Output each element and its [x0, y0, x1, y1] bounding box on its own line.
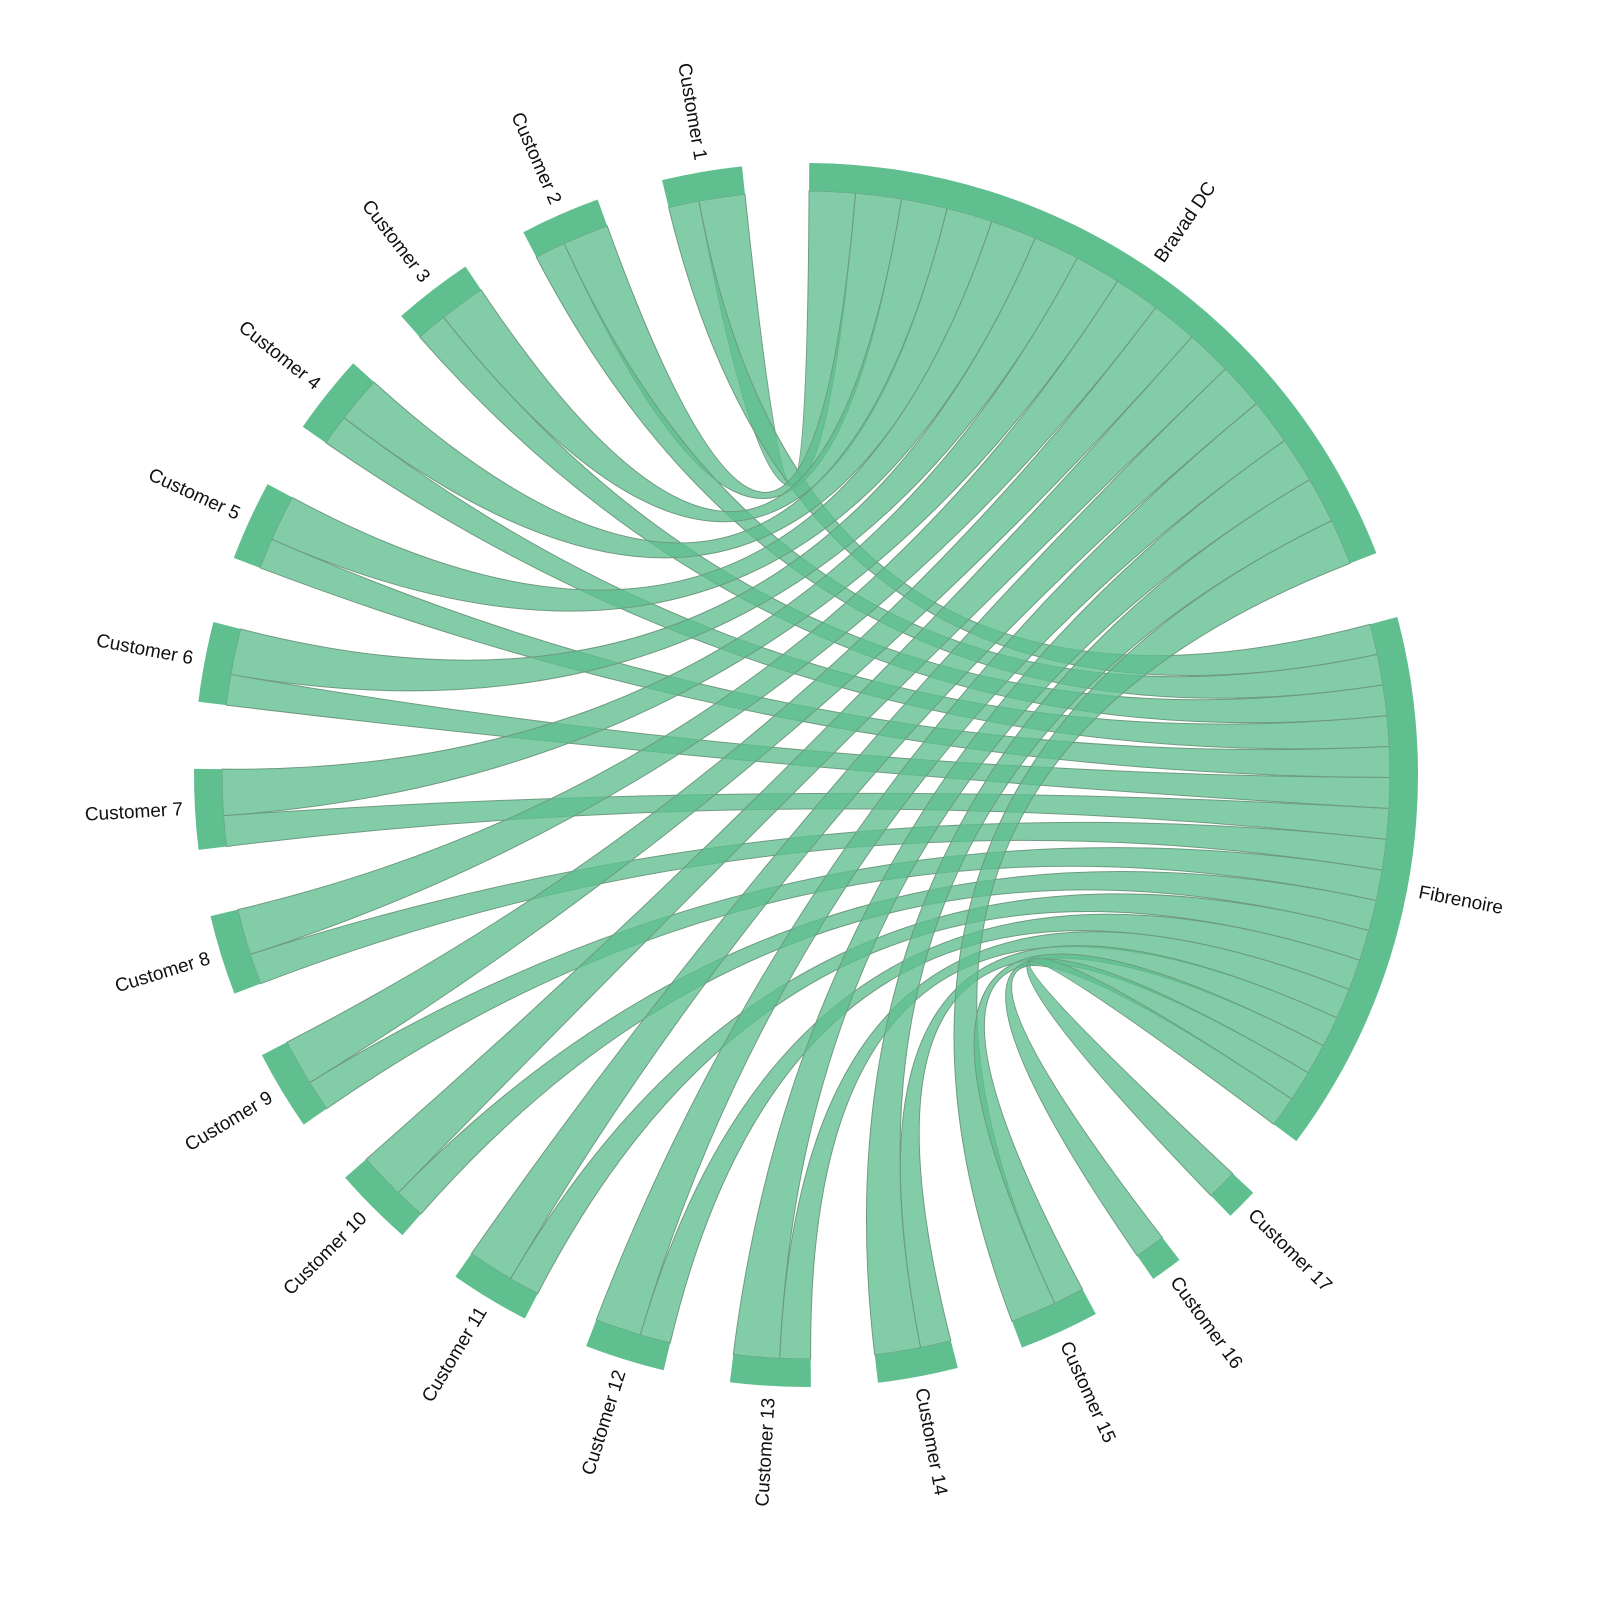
arcs: [194, 163, 1418, 1387]
node-arc: [523, 199, 608, 258]
node-label: Customer 1: [673, 61, 710, 161]
node-label: Fibrenoire: [1417, 882, 1505, 919]
node-arc: [874, 1340, 958, 1383]
node-label: Customer 7: [84, 799, 183, 825]
node-label: Customer 6: [94, 630, 194, 669]
node-label: Customer 8: [113, 948, 213, 997]
node-arc: [194, 768, 227, 850]
node-label: Bravad DC: [1151, 178, 1221, 266]
ribbon: [325, 416, 1390, 750]
node-label: Customer 9: [182, 1087, 277, 1156]
node-arc: [233, 484, 293, 568]
node-arc: [1273, 617, 1418, 1142]
node-arc: [662, 166, 745, 208]
node-label: Customer 12: [578, 1368, 630, 1478]
node-label: Customer 13: [752, 1397, 779, 1507]
node-label: Customer 11: [418, 1303, 492, 1406]
node-arc: [261, 1042, 327, 1125]
node-arc: [586, 1320, 671, 1371]
ribbon: [397, 871, 1377, 1215]
ribbon: [563, 192, 903, 499]
node-arc: [302, 363, 374, 443]
node-label: Customer 2: [506, 109, 565, 207]
ribbon: [865, 478, 1333, 1356]
node-arc: [455, 1253, 538, 1319]
node-arc: [198, 621, 241, 706]
node-arc: [1012, 1289, 1096, 1348]
ribbon: [237, 280, 1157, 956]
ribbon: [470, 368, 1258, 1280]
ribbon: [1026, 957, 1293, 1197]
ribbon: [271, 220, 1036, 612]
ribbon: [308, 847, 1383, 1110]
node-label: Customer 5: [145, 465, 243, 525]
node-arc: [729, 1354, 811, 1387]
node-label: Customer 15: [1055, 1338, 1119, 1446]
node-arc: [809, 163, 1377, 564]
node-arc: [1137, 1237, 1180, 1279]
ribbon: [973, 953, 1325, 1304]
ribbon: [343, 207, 993, 559]
ribbons: [221, 190, 1391, 1360]
node-arc: [345, 1159, 421, 1236]
node-label: Customer 16: [1165, 1273, 1246, 1373]
node-label: Customer 4: [234, 317, 324, 395]
node-arc: [210, 909, 261, 994]
node-arc: [1211, 1173, 1254, 1216]
node-label: Customer 10: [280, 1208, 372, 1300]
node-arc: [401, 266, 482, 338]
node-label: Customer 3: [357, 196, 434, 287]
node-label: Customer 17: [1243, 1205, 1335, 1296]
ribbon: [286, 306, 1193, 1084]
ribbon: [535, 242, 1384, 699]
node-label: Customer 14: [911, 1386, 952, 1497]
